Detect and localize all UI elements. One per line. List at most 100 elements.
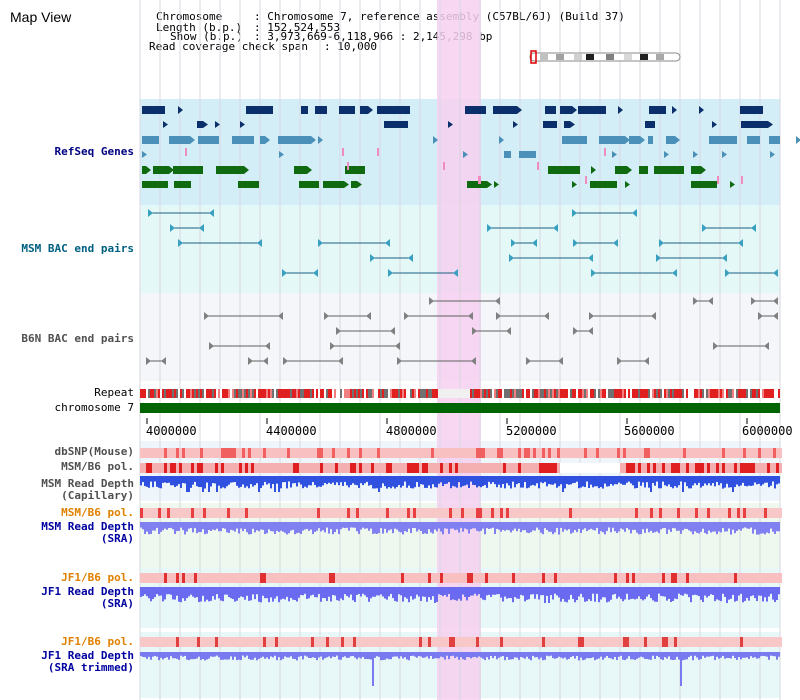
track-label-msm-pol-2[interactable]: MSM/B6 pol. (61, 506, 134, 519)
repeat-segment (598, 389, 600, 398)
read-depth-bar (186, 476, 188, 492)
track-label-msm-pol-1[interactable]: MSM/B6 pol. (61, 460, 134, 473)
track-label-jf1-depth-trim-1[interactable]: JF1 Read Depth (41, 649, 134, 662)
read-depth-bar (498, 652, 500, 658)
repeat-segment (364, 389, 366, 398)
repeat-segment (278, 389, 280, 398)
polymorphism-cell (389, 448, 392, 458)
chromosome-ideogram[interactable] (529, 50, 681, 64)
polymorphism-cell (728, 463, 731, 473)
track-label-msm-depth-cap-1[interactable]: MSM Read Depth (41, 477, 134, 490)
repeat-segment (462, 389, 464, 398)
polymorphism-cell (656, 508, 659, 518)
track-label-jf1-depth-sra-2[interactable]: (SRA) (100, 597, 134, 610)
track-label-jf1-depth-trim-2[interactable]: (SRA trimmed) (47, 661, 134, 674)
read-depth-bar (760, 587, 762, 596)
track-label-msm-bac[interactable]: MSM BAC end pairs (21, 242, 134, 255)
polymorphism-cell (533, 637, 536, 647)
repeat-segment (572, 389, 574, 398)
read-depth-bar (706, 587, 708, 598)
read-depth-bar (566, 522, 568, 531)
read-depth-bar (374, 587, 376, 597)
polymorphism-cell (479, 573, 482, 583)
read-depth-bar (508, 587, 510, 598)
track-label-jf1-pol-1[interactable]: JF1/B6 pol. (61, 571, 134, 584)
polymorphism-cell (362, 448, 365, 458)
polymorphism-cell (218, 637, 221, 647)
polymorphism-cell (455, 448, 458, 458)
read-depth-bar (530, 476, 532, 486)
track-label-msm-depth-sra-1[interactable]: MSM Read Depth (41, 520, 134, 533)
polymorphism-cell (713, 448, 716, 458)
read-depth-bar (692, 522, 694, 535)
read-depth-bar (198, 476, 200, 488)
read-depth-bar (694, 522, 696, 532)
polymorphism-cell (152, 463, 155, 473)
repeat-segment (552, 389, 554, 398)
gene-strand-arrow (215, 121, 220, 128)
polymorphism-cell (470, 463, 473, 473)
polymorphism-cell (377, 508, 380, 518)
polymorphism-cell (533, 448, 536, 458)
track-label-refseq[interactable]: RefSeq Genes (54, 145, 134, 158)
read-depth-bar (324, 476, 326, 483)
track-label-jf1-depth-sra-1[interactable]: JF1 Read Depth (41, 585, 134, 598)
read-depth-bar (476, 476, 478, 488)
read-depth-bar (470, 522, 472, 530)
read-depth-bar (408, 476, 410, 486)
read-depth-bar (704, 522, 706, 533)
polymorphism-cell (503, 508, 506, 518)
track-label-msm-depth-sra-2[interactable]: (SRA) (100, 532, 134, 545)
read-depth-bar (434, 476, 436, 488)
polymorphism-cell (425, 448, 428, 458)
polymorphism-cell (371, 448, 374, 458)
read-depth-bar (350, 476, 352, 485)
read-depth-bar (154, 587, 156, 598)
read-depth-bar (768, 476, 770, 488)
polymorphism-cell (365, 573, 368, 583)
read-depth-bar (362, 476, 364, 486)
read-depth-bar (602, 587, 604, 598)
track-label-chromosome[interactable]: chromosome 7 (54, 401, 134, 414)
track-label-dbsnp[interactable]: dbSNP(Mouse) (54, 445, 134, 458)
read-depth-bar (342, 476, 344, 486)
read-depth-bar (730, 587, 732, 599)
read-depth-bar (320, 587, 322, 602)
bac-end-marker (572, 209, 577, 217)
repeat-segment (492, 389, 494, 398)
read-depth-bar (394, 476, 396, 489)
read-depth-bar (350, 587, 352, 595)
polymorphism-cell (242, 448, 245, 458)
read-depth-bar (380, 652, 382, 661)
read-depth-bar (642, 522, 644, 530)
gene-strand-arrow (693, 151, 698, 158)
polymorphism-cell (749, 637, 752, 647)
track-label-jf1-pol-2[interactable]: JF1/B6 pol. (61, 635, 134, 648)
track-label-repeat[interactable]: Repeat (94, 386, 134, 399)
repeat-segment (488, 389, 490, 398)
gene-feature (216, 166, 244, 174)
track-label-b6n-bac[interactable]: B6N BAC end pairs (21, 332, 134, 345)
read-depth-bar (738, 587, 740, 596)
read-depth-bar (400, 476, 402, 488)
read-depth-bar (688, 476, 690, 489)
read-depth-bar (248, 476, 250, 489)
polymorphism-cell (407, 463, 410, 473)
read-depth-bar (674, 522, 676, 529)
repeat-segment (184, 389, 186, 398)
polymorphism-cell (752, 637, 755, 647)
read-depth-bar (664, 587, 666, 597)
read-depth-bar (640, 587, 642, 599)
repeat-segment (684, 389, 686, 398)
track-label-msm-depth-cap-2[interactable]: (Capillary) (61, 489, 134, 502)
read-depth-bar (450, 587, 452, 601)
read-depth-bar (260, 476, 262, 489)
read-depth-bar (472, 476, 474, 485)
polymorphism-cell (551, 637, 554, 647)
read-depth-bar (630, 652, 632, 660)
read-depth-bar (414, 587, 416, 599)
polymorphism-cell (659, 573, 662, 583)
read-depth-bar (734, 652, 736, 659)
read-depth-bar (358, 652, 360, 658)
